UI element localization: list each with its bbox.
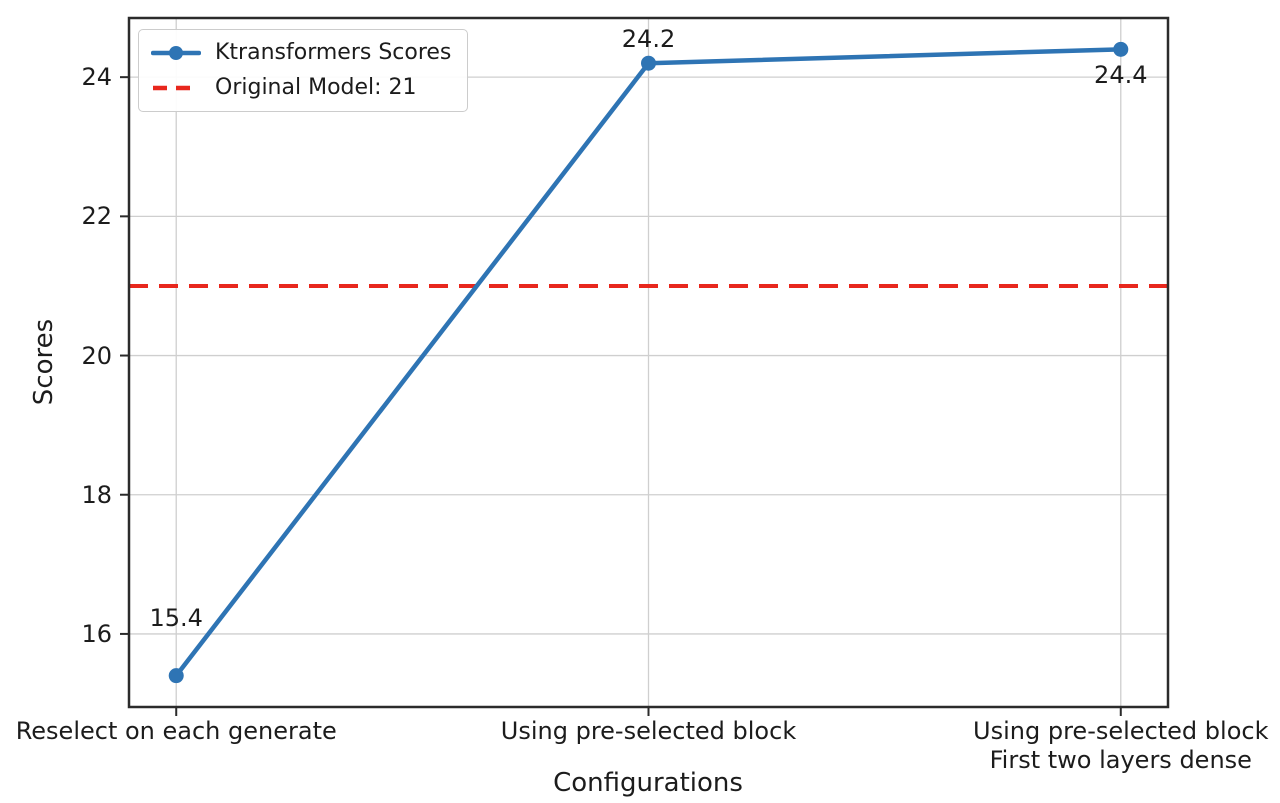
legend-series-label: Ktransformers Scores — [215, 40, 452, 65]
y-tick-label: 18 — [81, 480, 112, 509]
legend: Ktransformers Scores Original Model: 21 — [138, 29, 469, 112]
x-axis-label: Configurations — [553, 768, 743, 798]
data-label: 24.4 — [1094, 61, 1148, 90]
data-label: 15.4 — [149, 603, 203, 632]
x-tick-label: Using pre-selected block — [500, 717, 797, 745]
y-tick-label: 24 — [81, 63, 112, 92]
legend-item-series: Ktransformers Scores — [151, 40, 451, 66]
legend-item-reference: Original Model: 21 — [151, 75, 451, 101]
x-tick-label: Reselect on each generate — [15, 717, 337, 745]
x-tick-label: Using pre-selected block First two layers… — [973, 717, 1269, 774]
chart-canvas — [120, 16, 1170, 716]
plot-area: Ktransformers Scores Original Model: 21 — [120, 16, 1170, 716]
plot-border — [127, 16, 1170, 709]
data-point-marker — [168, 668, 184, 684]
y-tick-label: 16 — [81, 619, 112, 648]
y-tick-label: 20 — [81, 341, 112, 370]
legend-reference-label: Original Model: 21 — [215, 75, 417, 100]
data-point-marker — [641, 55, 656, 71]
dashed-line-icon — [153, 85, 199, 91]
data-point-marker — [1113, 41, 1129, 57]
y-tick-label: 22 — [81, 202, 112, 231]
line-marker-icon — [151, 46, 201, 60]
data-label: 24.2 — [621, 25, 676, 54]
